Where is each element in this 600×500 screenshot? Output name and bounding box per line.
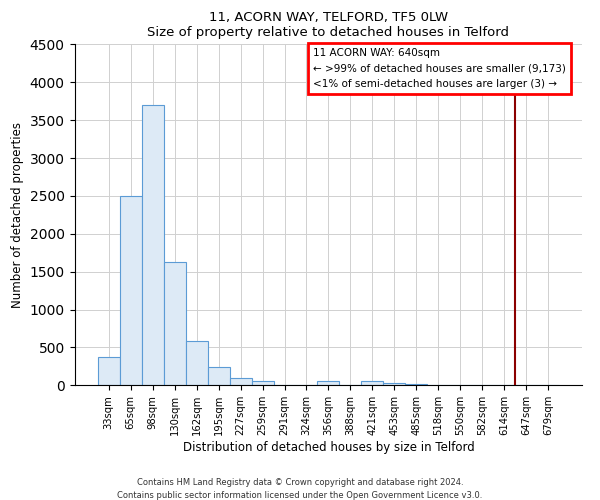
- Y-axis label: Number of detached properties: Number of detached properties: [11, 122, 24, 308]
- Bar: [251, 381, 274, 385]
- X-axis label: Distribution of detached houses by size in Telford: Distribution of detached houses by size …: [182, 441, 475, 454]
- Title: 11, ACORN WAY, TELFORD, TF5 0LW
Size of property relative to detached houses in : 11, ACORN WAY, TELFORD, TF5 0LW Size of …: [148, 11, 509, 39]
- Bar: [185, 340, 208, 385]
- Bar: [164, 262, 185, 385]
- Bar: [361, 381, 383, 385]
- Bar: [406, 384, 427, 385]
- Bar: [142, 105, 164, 385]
- Text: 11 ACORN WAY: 640sqm
← >99% of detached houses are smaller (9,173)
<1% of semi-d: 11 ACORN WAY: 640sqm ← >99% of detached …: [313, 48, 566, 89]
- Text: Contains HM Land Registry data © Crown copyright and database right 2024.
Contai: Contains HM Land Registry data © Crown c…: [118, 478, 482, 500]
- Bar: [119, 196, 142, 385]
- Bar: [98, 357, 119, 385]
- Bar: [317, 382, 340, 385]
- Bar: [208, 368, 230, 385]
- Bar: [383, 383, 406, 385]
- Bar: [230, 378, 251, 385]
